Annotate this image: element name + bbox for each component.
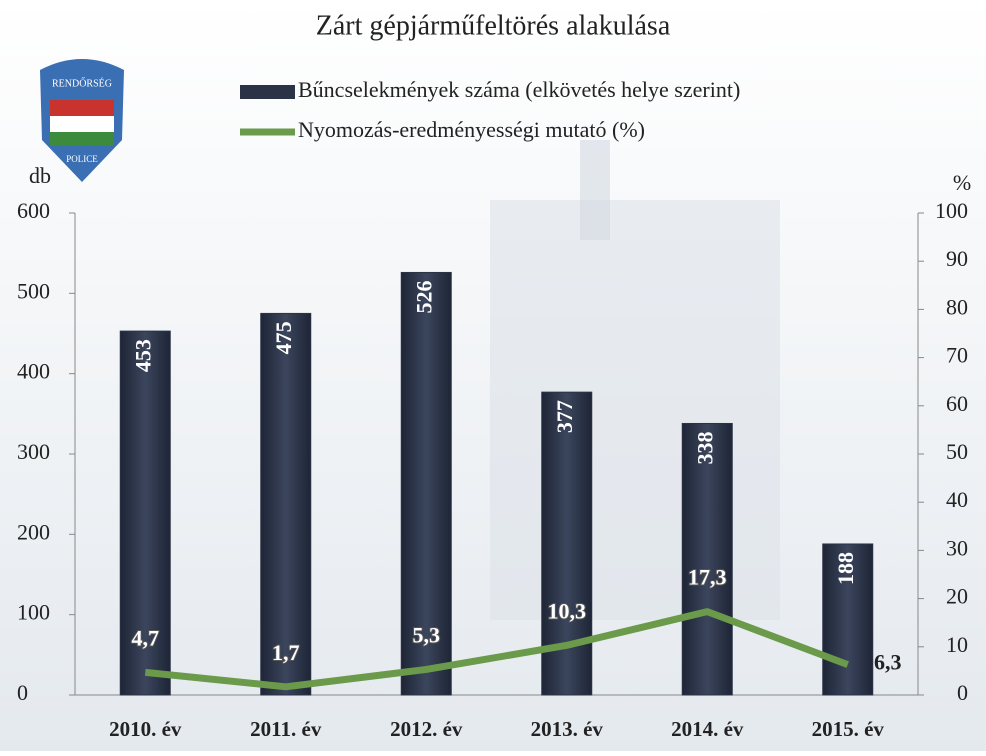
x-tick-label: 2014. év bbox=[671, 717, 744, 741]
logo-text: POLICE bbox=[66, 154, 98, 164]
y2-tick-label: 40 bbox=[946, 487, 968, 512]
y-tick-label: 0 bbox=[17, 680, 28, 705]
y-tick-label: 100 bbox=[17, 600, 50, 625]
y2-tick-label: 10 bbox=[946, 632, 968, 657]
y-tick-label: 400 bbox=[17, 359, 50, 384]
x-tick-label: 2015. év bbox=[812, 717, 885, 741]
y-tick-label: 500 bbox=[17, 278, 50, 303]
y2-tick-label: 0 bbox=[957, 680, 968, 705]
bar-value-label: 475 bbox=[271, 321, 296, 354]
line-value-label: 17,3 bbox=[688, 565, 727, 590]
legend-label: Bűncselekmények száma (elkövetés helye s… bbox=[298, 77, 740, 102]
y-tick-label: 200 bbox=[17, 519, 50, 544]
bar-value-label: 338 bbox=[692, 431, 717, 464]
building-decoration bbox=[580, 140, 610, 240]
line-value-label: 4,7 bbox=[132, 625, 160, 650]
logo-stripe bbox=[50, 100, 114, 116]
bar-value-label: 188 bbox=[833, 552, 858, 585]
logo-text: RENDŐRSÉG bbox=[52, 77, 112, 89]
legend-swatch bbox=[240, 85, 295, 99]
legend-label: Nyomozás-eredményességi mutató (%) bbox=[298, 117, 645, 142]
chart-title: Zárt gépjárműfeltörés alakulása bbox=[316, 10, 671, 41]
y2-tick-label: 90 bbox=[946, 246, 968, 271]
bar bbox=[261, 313, 311, 695]
logo-stripe bbox=[50, 132, 114, 146]
y2-tick-label: 20 bbox=[946, 584, 968, 609]
y-tick-label: 300 bbox=[17, 439, 50, 464]
bar-value-label: 377 bbox=[552, 400, 577, 433]
logo-stripe bbox=[50, 116, 114, 132]
line-value-label: 6,3 bbox=[874, 650, 902, 675]
y2-tick-label: 80 bbox=[946, 294, 968, 319]
y-tick-label: 600 bbox=[17, 198, 50, 223]
x-tick-label: 2013. év bbox=[531, 717, 604, 741]
x-tick-label: 2011. év bbox=[250, 717, 322, 741]
bar-value-label: 526 bbox=[411, 280, 436, 313]
chart: RENDŐRSÉG POLICE Zárt gépjárműfeltörés a… bbox=[0, 0, 986, 751]
y2-axis-label: % bbox=[953, 170, 971, 195]
y2-tick-label: 50 bbox=[946, 439, 968, 464]
building-decoration bbox=[490, 200, 780, 620]
line-value-label: 1,7 bbox=[272, 640, 300, 665]
y2-tick-label: 70 bbox=[946, 343, 968, 368]
y-axis-label: db bbox=[29, 163, 51, 188]
y2-tick-label: 60 bbox=[946, 391, 968, 416]
y2-tick-label: 100 bbox=[935, 198, 968, 223]
line-value-label: 5,3 bbox=[413, 623, 441, 648]
y2-tick-label: 30 bbox=[946, 535, 968, 560]
x-tick-label: 2010. év bbox=[109, 717, 182, 741]
bar-value-label: 453 bbox=[130, 339, 155, 372]
x-tick-label: 2012. év bbox=[390, 717, 463, 741]
line-value-label: 10,3 bbox=[548, 598, 587, 623]
